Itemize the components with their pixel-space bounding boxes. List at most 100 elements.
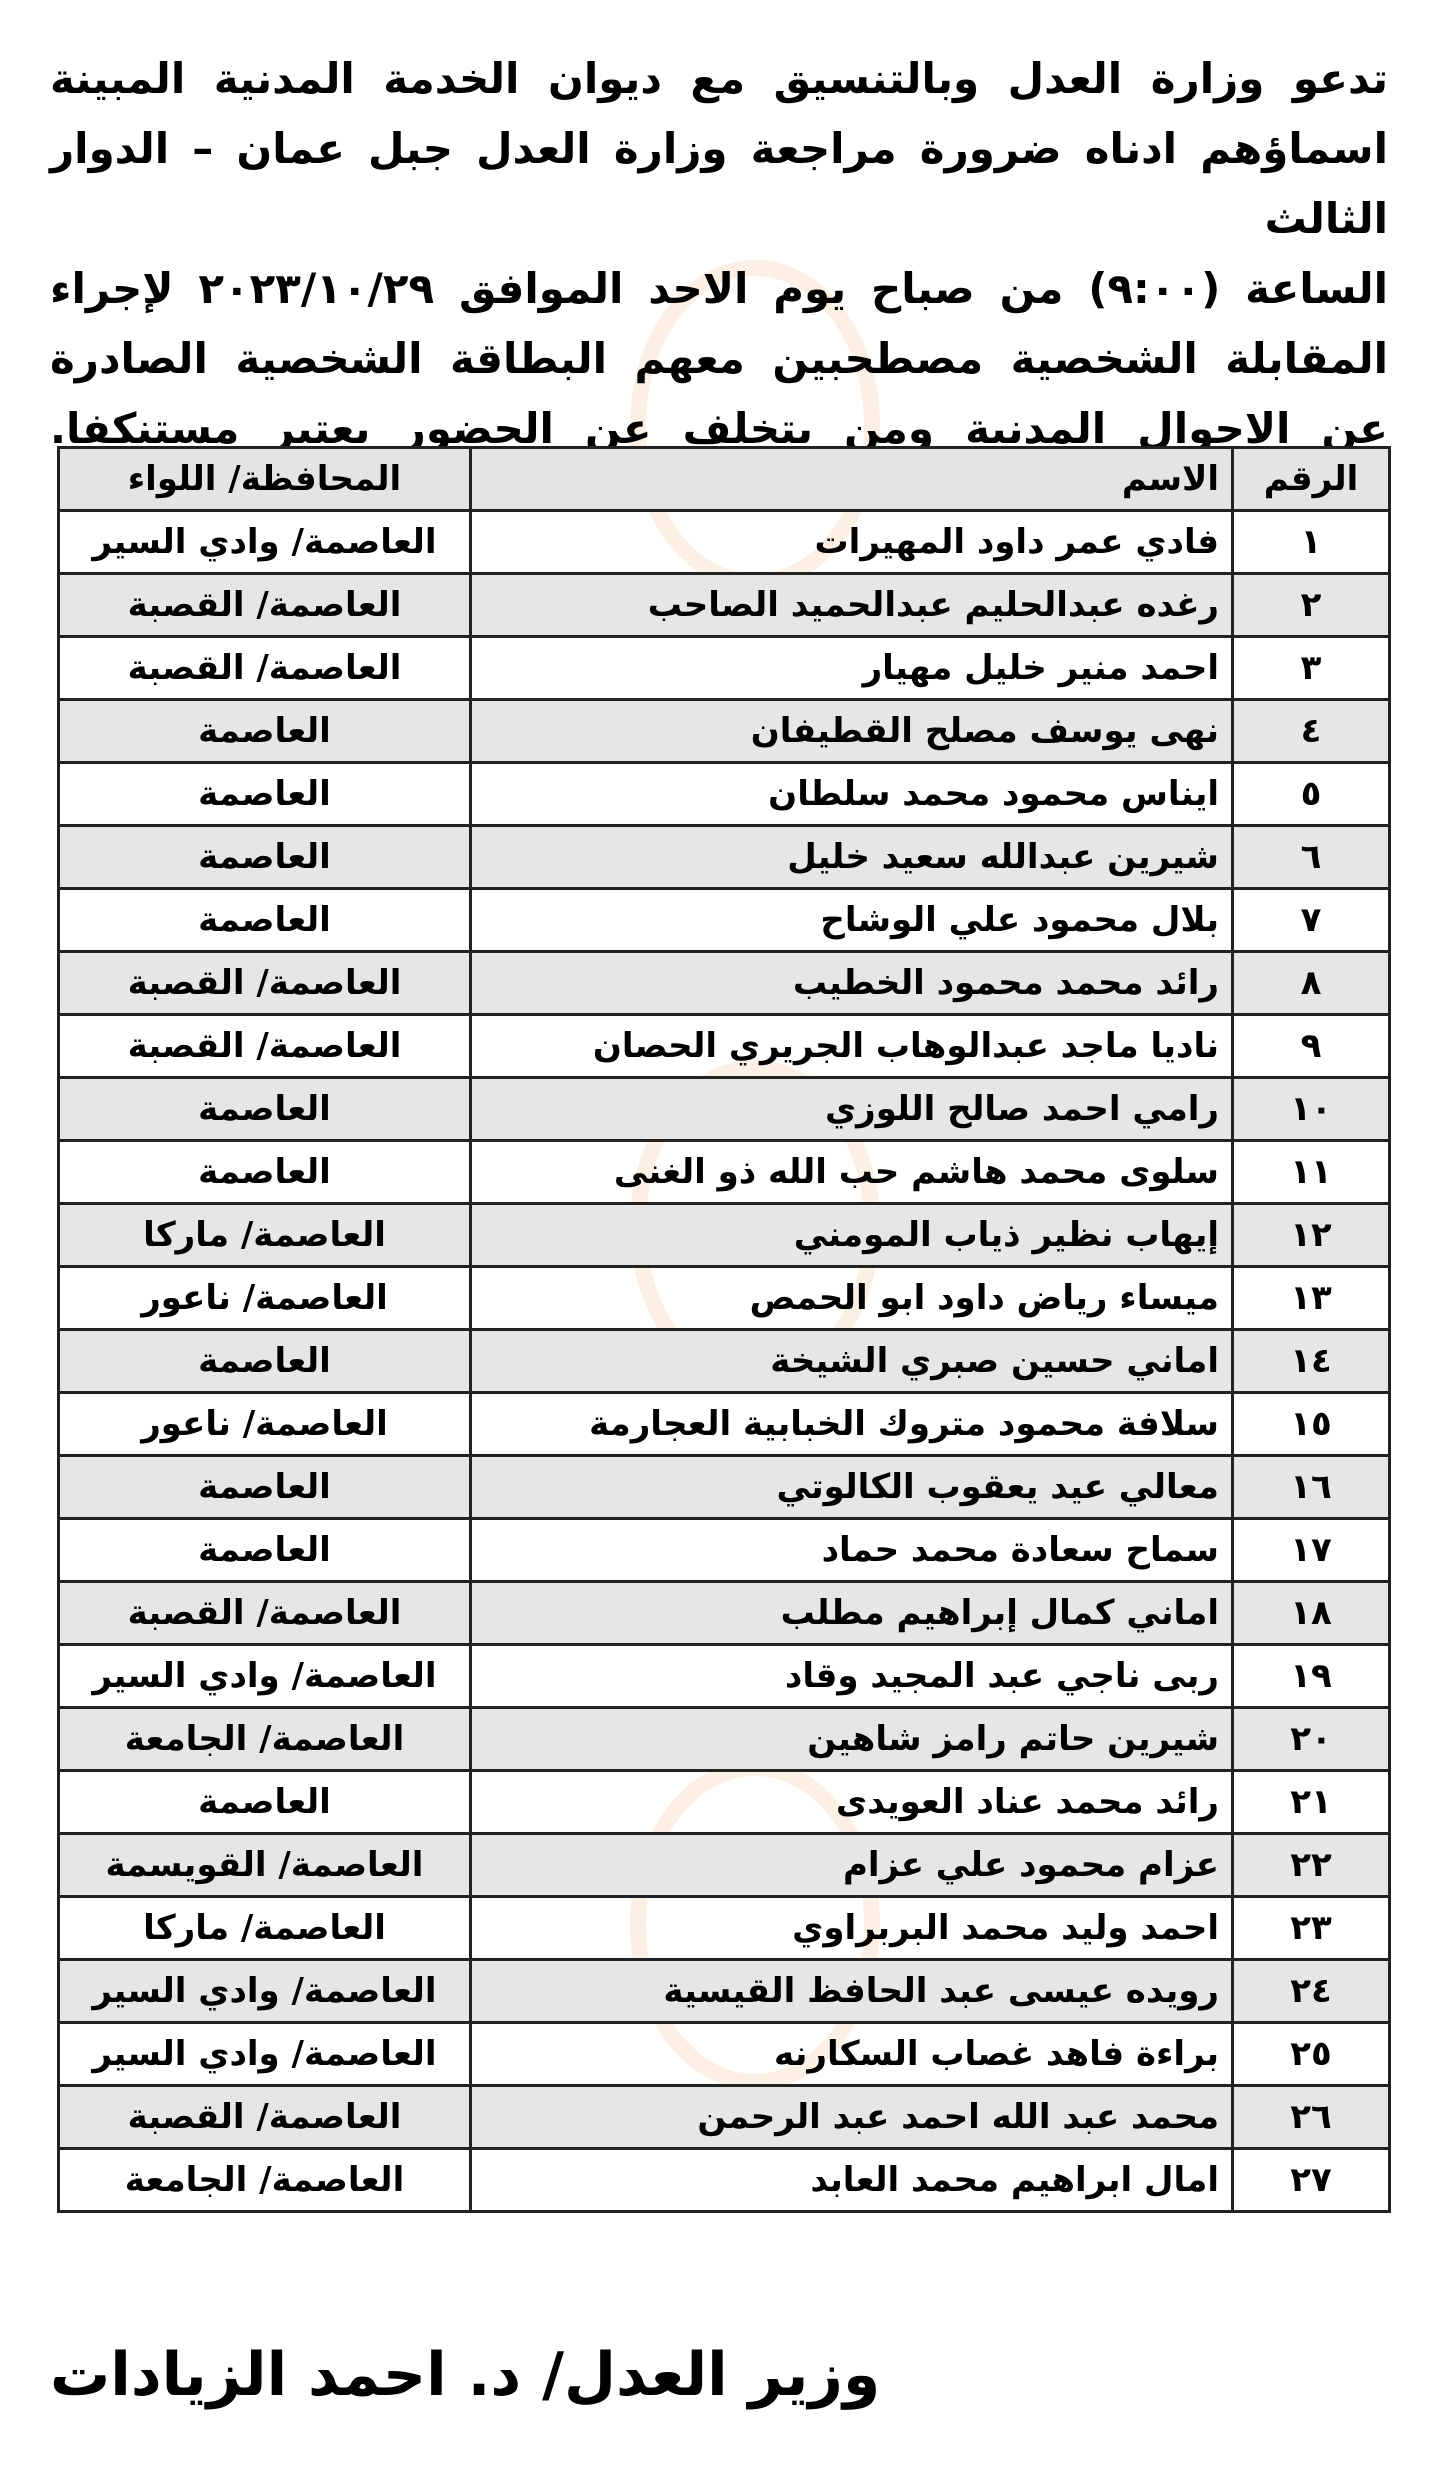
table-row: ٦ شيرين عبدالله سعيد خليل العاصمة: [57, 824, 1391, 890]
row-number: ١٦: [1231, 1454, 1391, 1520]
announcement-line: اسماؤهم ادناه ضرورة مراجعة وزارة العدل ج…: [50, 124, 1388, 243]
row-name: ناديا ماجد عبدالوهاب الجريري الحصان: [469, 1013, 1234, 1079]
row-governorate: العاصمة/ الجامعة: [57, 1706, 472, 1772]
row-number: ٣: [1231, 635, 1391, 701]
row-governorate: العاصمة/ القصبة: [57, 572, 472, 638]
row-name: ربى ناجي عبد المجيد وقاد: [469, 1643, 1234, 1709]
table-row: ٥ ايناس محمود محمد سلطان العاصمة: [57, 761, 1391, 827]
row-name: نهى يوسف مصلح القطيفان: [469, 698, 1234, 764]
row-number: ٢١: [1231, 1769, 1391, 1835]
row-number: ٢٥: [1231, 2021, 1391, 2087]
row-number: ٧: [1231, 887, 1391, 953]
row-governorate: العاصمة/ القصبة: [57, 1013, 472, 1079]
table-row: ٢٥ براءة فاهد غصاب السكارنه العاصمة/ وادي …: [57, 2021, 1391, 2087]
row-name: معالي عيد يعقوب الكالوتي: [469, 1454, 1234, 1520]
row-name: امال ابراهيم محمد العابد: [469, 2147, 1234, 2213]
table-row: ٢٣ احمد وليد محمد البربراوي العاصمة/ ماركا: [57, 1895, 1391, 1961]
row-name: فادي عمر داود المهيرات: [469, 509, 1234, 575]
table-row: ٣ احمد منير خليل مهيار العاصمة/ القصبة: [57, 635, 1391, 701]
row-name: ميساء رياض داود ابو الحمص: [469, 1265, 1234, 1331]
table-row: ١٧ سماح سعادة محمد حماد العاصمة: [57, 1517, 1391, 1583]
row-name: إيهاب نظير ذياب المومني: [469, 1202, 1234, 1268]
table-row: ٢٠ شيرين حاتم رامز شاهين العاصمة/ الجامعة: [57, 1706, 1391, 1772]
row-name: رامي احمد صالح اللوزي: [469, 1076, 1234, 1142]
table-row: ١١ سلوى محمد هاشم حب الله ذو الغنى العاصمة: [57, 1139, 1391, 1205]
table-row: ٩ ناديا ماجد عبدالوهاب الجريري الحصان العا…: [57, 1013, 1391, 1079]
row-name: شيرين عبدالله سعيد خليل: [469, 824, 1234, 890]
row-name: اماني كمال إبراهيم مطلب: [469, 1580, 1234, 1646]
row-name: سماح سعادة محمد حماد: [469, 1517, 1234, 1583]
row-name: احمد وليد محمد البربراوي: [469, 1895, 1234, 1961]
header-governorate: المحافظة/ اللواء: [57, 446, 472, 512]
row-governorate: العاصمة/ ناعور: [57, 1265, 472, 1331]
row-name: سلوى محمد هاشم حب الله ذو الغنى: [469, 1139, 1234, 1205]
table-row: ٢١ رائد محمد عناد العويدى العاصمة: [57, 1769, 1391, 1835]
row-name: رائد محمد عناد العويدى: [469, 1769, 1234, 1835]
row-governorate: العاصمة/ القصبة: [57, 2084, 472, 2150]
row-governorate: العاصمة/ القصبة: [57, 950, 472, 1016]
row-name: رويده عيسى عبد الحافظ القيسية: [469, 1958, 1234, 2024]
row-governorate: العاصمة/ وادي السير: [57, 1643, 472, 1709]
row-governorate: العاصمة/ القويسمة: [57, 1832, 472, 1898]
table-row: ٢٧ امال ابراهيم محمد العابد العاصمة/ الجام…: [57, 2147, 1391, 2213]
row-governorate: العاصمة: [57, 1454, 472, 1520]
row-number: ١٣: [1231, 1265, 1391, 1331]
row-governorate: العاصمة/ الجامعة: [57, 2147, 472, 2213]
table-row: ٢٤ رويده عيسى عبد الحافظ القيسية العاصمة/ …: [57, 1958, 1391, 2024]
row-number: ٢٦: [1231, 2084, 1391, 2150]
row-number: ٥: [1231, 761, 1391, 827]
row-number: ٢٤: [1231, 1958, 1391, 2024]
row-governorate: العاصمة: [57, 1076, 472, 1142]
row-governorate: العاصمة/ القصبة: [57, 1580, 472, 1646]
row-governorate: العاصمة/ ناعور: [57, 1391, 472, 1457]
row-number: ٦: [1231, 824, 1391, 890]
row-number: ٢٢: [1231, 1832, 1391, 1898]
row-governorate: العاصمة: [57, 1517, 472, 1583]
row-name: شيرين حاتم رامز شاهين: [469, 1706, 1234, 1772]
row-governorate: العاصمة/ وادي السير: [57, 2021, 472, 2087]
row-governorate: العاصمة: [57, 698, 472, 764]
row-name: احمد منير خليل مهيار: [469, 635, 1234, 701]
row-governorate: العاصمة: [57, 1139, 472, 1205]
table-row: ١٩ ربى ناجي عبد المجيد وقاد العاصمة/ وادي …: [57, 1643, 1391, 1709]
table-row: ٨ رائد محمد محمود الخطيب العاصمة/ القصبة: [57, 950, 1391, 1016]
row-name: رائد محمد محمود الخطيب: [469, 950, 1234, 1016]
table-body: ١ فادي عمر داود المهيرات العاصمة/ وادي الس…: [57, 509, 1391, 2213]
row-name: محمد عبد الله احمد عبد الرحمن: [469, 2084, 1234, 2150]
minister-signature: وزير العدل/ د. احمد الزيادات: [50, 2340, 881, 2410]
row-number: ١٩: [1231, 1643, 1391, 1709]
table-header-row: الرقم الاسم المحافظة/ اللواء: [57, 446, 1391, 512]
table-row: ٧ بلال محمود علي الوشاح العاصمة: [57, 887, 1391, 953]
row-name: براءة فاهد غصاب السكارنه: [469, 2021, 1234, 2087]
row-name: اماني حسين صبري الشيخة: [469, 1328, 1234, 1394]
row-number: ١٤: [1231, 1328, 1391, 1394]
table-row: ١٦ معالي عيد يعقوب الكالوتي العاصمة: [57, 1454, 1391, 1520]
row-governorate: العاصمة/ ماركا: [57, 1895, 472, 1961]
row-number: ٢٣: [1231, 1895, 1391, 1961]
announcement-line: الساعة (٩:٠٠) من صباح يوم الاحد الموافق …: [50, 264, 1388, 313]
row-governorate: العاصمة: [57, 824, 472, 890]
row-governorate: العاصمة/ ماركا: [57, 1202, 472, 1268]
row-number: ١٥: [1231, 1391, 1391, 1457]
row-name: بلال محمود علي الوشاح: [469, 887, 1234, 953]
row-number: ٨: [1231, 950, 1391, 1016]
table-row: ١٠ رامي احمد صالح اللوزي العاصمة: [57, 1076, 1391, 1142]
row-governorate: العاصمة/ القصبة: [57, 635, 472, 701]
row-number: ١٧: [1231, 1517, 1391, 1583]
row-number: ١٢: [1231, 1202, 1391, 1268]
row-name: ايناس محمود محمد سلطان: [469, 761, 1234, 827]
row-name: سلافة محمود متروك الخبابية العجارمة: [469, 1391, 1234, 1457]
row-governorate: العاصمة: [57, 761, 472, 827]
table-row: ١٥ سلافة محمود متروك الخبابية العجارمة الع…: [57, 1391, 1391, 1457]
header-name: الاسم: [469, 446, 1234, 512]
row-governorate: العاصمة: [57, 1328, 472, 1394]
row-governorate: العاصمة/ وادي السير: [57, 1958, 472, 2024]
table-row: ٢٢ عزام محمود علي عزام العاصمة/ القويسمة: [57, 1832, 1391, 1898]
row-name: رغده عبدالحليم عبدالحميد الصاحب: [469, 572, 1234, 638]
table-row: ٢٦ محمد عبد الله احمد عبد الرحمن العاصمة/ …: [57, 2084, 1391, 2150]
row-number: ١٠: [1231, 1076, 1391, 1142]
candidates-table: الرقم الاسم المحافظة/ اللواء ١ فادي عمر د…: [57, 446, 1391, 2213]
announcement-line: عن الاحوال المدنية ومن يتخلف عن الحضور ي…: [50, 404, 1388, 453]
row-governorate: العاصمة/ وادي السير: [57, 509, 472, 575]
table-row: ٤ نهى يوسف مصلح القطيفان العاصمة: [57, 698, 1391, 764]
